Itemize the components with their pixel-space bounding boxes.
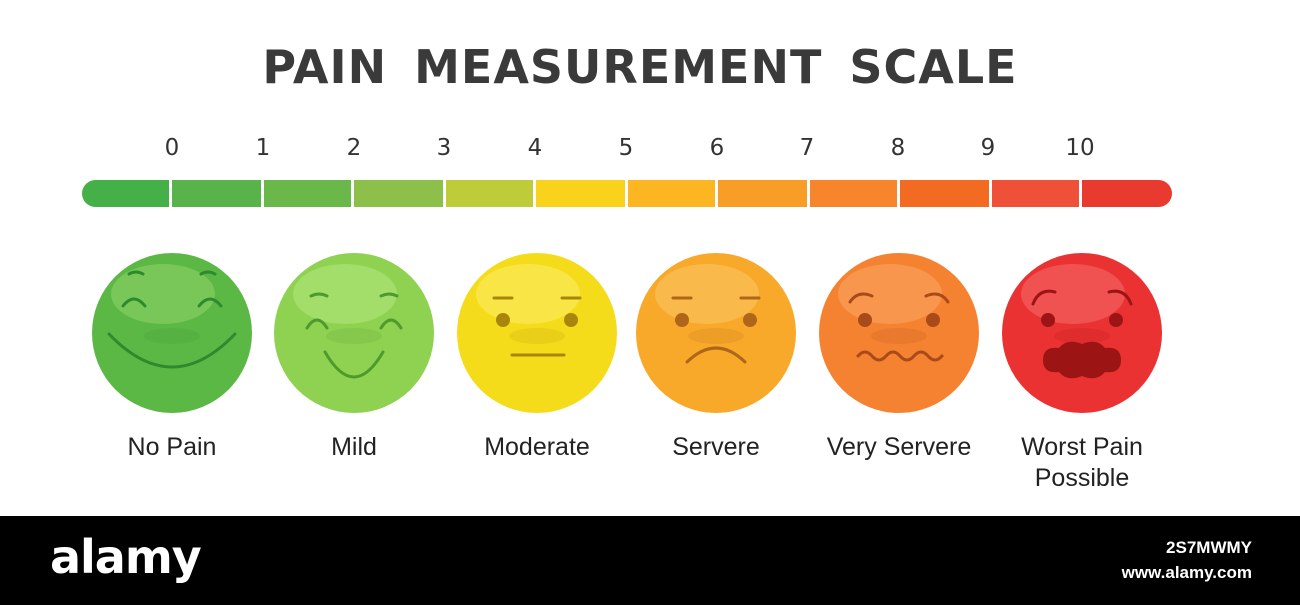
scale-segment [1082,180,1172,207]
scale-segment [264,180,354,207]
scale-segment [446,180,536,207]
face-grimace [1001,252,1163,414]
scale-tick-8: 8 [890,135,906,161]
scale-tick-0: 0 [164,135,180,161]
page-title: PAIN MEASUREMENT SCALE [262,40,1018,94]
scale-segment [900,180,992,207]
eye-left [305,318,329,330]
face-highlight [111,264,215,324]
face-frown [635,252,797,414]
scale-ticks: 0 1 2 3 4 5 6 7 8 9 10 [0,135,1300,165]
face-smile-icon [274,253,434,413]
scale-segment [82,180,172,207]
face-highlight [1021,264,1125,324]
scale-tick-3: 3 [436,135,452,161]
mouth [685,346,747,364]
brow-left [127,270,145,276]
brow-right [379,292,399,298]
eye-right [564,313,578,327]
face-neutral-icon [457,253,617,413]
face-label: Servere [672,433,760,461]
eye-right [197,297,223,308]
brow-left [309,292,329,298]
mouth [856,350,944,362]
scale-tick-6: 6 [709,135,725,161]
face-nose-shadow [871,328,927,344]
face-wavy-icon [819,253,979,413]
face-nose-shadow [509,328,565,344]
face-label: Mild [331,433,377,461]
face-highlight [476,264,580,324]
face-neutral [456,252,618,414]
mouth [107,332,237,369]
footer-bar: alamy 2S7MWMY www.alamy.com [0,516,1300,605]
eye-left [1041,313,1055,327]
scale-segment [536,180,628,207]
scale-segment [992,180,1082,207]
face-highlight [293,264,397,324]
brow-right [1107,289,1133,306]
brow-left [1031,289,1057,306]
eye-right [379,318,403,330]
eye-left [496,313,510,327]
eye-left [858,313,872,327]
face-smile [273,252,435,414]
scale-segment [354,180,446,207]
brow-left [848,292,874,304]
mouth [1043,341,1121,379]
scale-tick-1: 1 [255,135,271,161]
scale-tick-7: 7 [799,135,815,161]
face-grin-icon [92,253,252,413]
eye-right [743,313,757,327]
eye-left [121,297,147,308]
scale-tick-9: 9 [980,135,996,161]
image-id: 2S7MWMY [1166,538,1252,557]
mouth [323,350,385,379]
scale-segment [628,180,718,207]
face-frown-icon [636,253,796,413]
scale-segment [172,180,264,207]
face-label: Moderate [484,433,590,461]
brow-right [199,270,217,276]
eye-right [1109,313,1123,327]
site-url: www.alamy.com [1121,563,1252,582]
face-nose-shadow [1054,328,1110,344]
face-nose-shadow [326,328,382,344]
scale-tick-2: 2 [346,135,362,161]
brow-right [924,292,950,304]
scale-tick-5: 5 [618,135,634,161]
scale-segment [810,180,900,207]
scale-tick-4: 4 [527,135,543,161]
pain-scale-bar [82,180,1172,207]
face-label: No Pain [127,433,217,461]
face-label: Very Servere [826,433,972,461]
scale-segment [718,180,810,207]
face-highlight [655,264,759,324]
brand-logo: alamy [50,530,202,584]
face-label: Worst Pain Possible [1021,433,1143,492]
face-nose-shadow [144,328,200,344]
face-grin [91,252,253,414]
eye-left [675,313,689,327]
face-wavy [818,252,980,414]
face-grimace-icon [1002,253,1162,413]
scale-tick-10: 10 [1065,135,1095,161]
face-highlight [838,264,942,324]
face-nose-shadow [688,328,744,344]
eye-right [926,313,940,327]
